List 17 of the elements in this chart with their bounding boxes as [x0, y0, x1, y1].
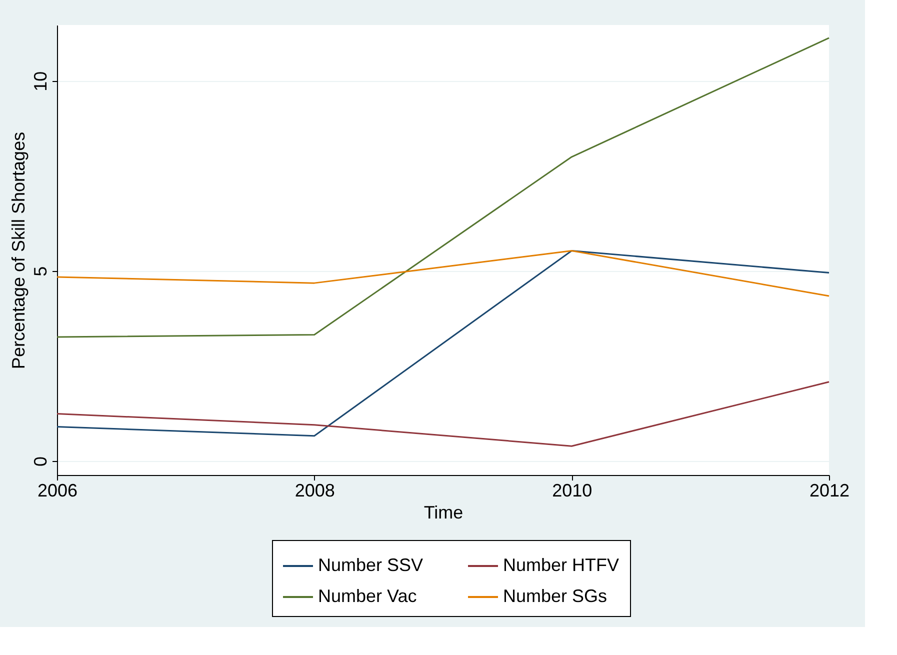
- line-series: [56, 37, 830, 338]
- x-tick-label: 2012: [809, 480, 850, 500]
- line-series: [56, 250, 830, 297]
- line-series: [56, 250, 830, 437]
- y-tick-label: 10: [30, 71, 50, 92]
- line-series: [56, 381, 830, 447]
- legend-label: Number HTFV: [503, 555, 620, 575]
- x-axis-title: Time: [424, 502, 464, 522]
- y-axis-title: Percentage of Skill Shortages: [8, 132, 28, 370]
- legend-label: Number SGs: [503, 586, 608, 606]
- legend-label: Number SSV: [318, 555, 424, 575]
- x-tick-label: 2006: [37, 480, 78, 500]
- x-tick-label: 2008: [294, 480, 335, 500]
- legend-label: Number Vac: [318, 586, 417, 606]
- x-tick-label: 2010: [552, 480, 592, 500]
- y-tick-label: 0: [30, 456, 50, 466]
- y-tick-label: 5: [30, 266, 50, 276]
